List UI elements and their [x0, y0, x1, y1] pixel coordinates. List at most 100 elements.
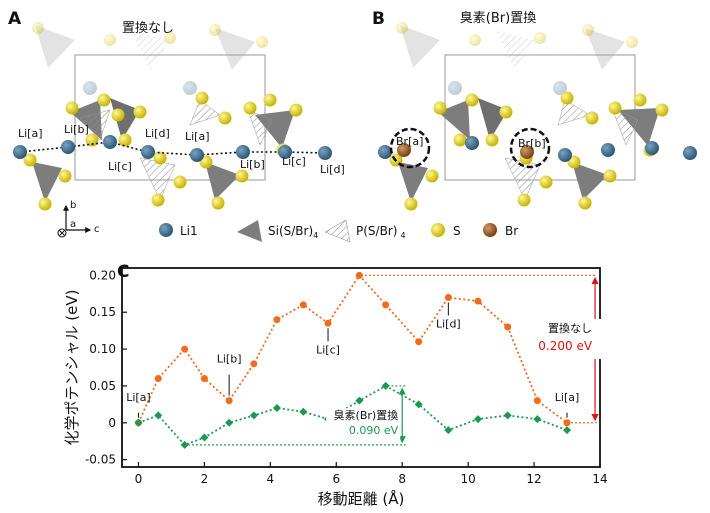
y-axis-title: 化学ポテンシャル (eV) — [63, 290, 81, 446]
s-atom-faded — [209, 24, 221, 36]
p-tetrahedron — [79, 109, 111, 141]
li-atom-faded — [448, 81, 462, 95]
br-label-b: Br[b] — [518, 137, 546, 150]
legend-s-label: S — [453, 224, 461, 238]
axis-b-label: b — [70, 200, 76, 211]
s-atom — [289, 103, 303, 117]
s-atom — [585, 111, 599, 125]
s-atom — [539, 175, 553, 189]
tetrahedron-faded — [585, 28, 625, 70]
annotation-li-b: Li[b] — [217, 353, 242, 366]
x-axis-title: 移動距離 (Å) — [318, 489, 405, 508]
s-atom — [485, 133, 499, 147]
tetrahedron-faded — [215, 28, 255, 70]
annotation-li-a-end: Li[a] — [555, 391, 580, 404]
x-tick-label: 0 — [135, 472, 143, 486]
legend-br-label: Br — [505, 224, 518, 238]
p-tetrahedron — [189, 99, 221, 126]
data-point-no-substitution — [415, 338, 423, 346]
s-atom — [263, 93, 277, 107]
barrier-label-no-substitution: 置換なし — [548, 322, 592, 335]
li-atom — [13, 145, 27, 159]
data-point-no-substitution — [299, 301, 307, 309]
li-atoms — [13, 135, 332, 162]
data-point-no-substitution — [355, 271, 363, 279]
panel-b-title: 臭素(Br)置換 — [460, 11, 536, 26]
s-atom — [133, 105, 147, 119]
s-atom-faded — [469, 34, 481, 46]
annotation-li-d: Li[d] — [436, 317, 461, 330]
s-atom — [97, 93, 111, 107]
s-atom — [453, 133, 467, 147]
s-atom-faded — [256, 36, 268, 48]
br-atom — [397, 143, 411, 157]
unit-cell-box — [74, 54, 266, 181]
y-tick-label: 0.20 — [89, 268, 116, 282]
y-tick-label: 0.10 — [89, 342, 116, 356]
s-atom — [111, 108, 125, 122]
li-atom — [465, 136, 479, 150]
data-point-no-substitution — [250, 360, 258, 368]
s-atom — [404, 197, 418, 211]
panel-c-letter: C — [117, 262, 129, 282]
li-atom — [190, 148, 204, 162]
legend-si-swatch — [237, 220, 262, 242]
si-tetrahedron — [32, 162, 62, 202]
s-atom — [655, 103, 669, 117]
x-tick-label: 6 — [332, 472, 340, 486]
data-point-br-substitution — [414, 400, 423, 409]
li-label-c: Li[c] — [108, 160, 132, 173]
data-point-br-substitution — [299, 407, 308, 416]
legend-br-swatch — [483, 223, 497, 237]
s-atom — [38, 197, 52, 211]
li-atom — [558, 148, 572, 162]
data-point-no-substitution — [273, 316, 281, 324]
s-atom — [23, 153, 37, 167]
data-point-no-substitution — [504, 323, 512, 331]
li-atom — [61, 140, 75, 154]
s-atom — [243, 101, 257, 115]
legend-p-label: P(S/Br) 4 — [356, 224, 406, 240]
plot-frame — [121, 267, 601, 468]
si-tetrahedron — [110, 98, 140, 140]
unit-cell-box — [444, 54, 636, 181]
x-tick-label: 2 — [201, 472, 209, 486]
p-tetrahedron — [557, 99, 591, 126]
data-point-br-substitution — [474, 415, 483, 424]
s-atom — [578, 196, 592, 210]
br-highlight-circle — [389, 127, 431, 169]
li-atom-faded — [553, 81, 567, 95]
li-atom-faded — [83, 81, 97, 95]
y-tick-label: -0.05 — [85, 453, 116, 467]
panel-c: C 0 2 4 6 8 10 12 14 -0.05 0 0.05 0.10 0.15 0.20 移動距離 … — [63, 262, 608, 508]
br-atom — [520, 145, 534, 159]
si-tetrahedron — [572, 162, 608, 200]
li-label-a2: Li[a] — [185, 130, 210, 143]
li-atom — [318, 146, 332, 160]
s-atom — [65, 101, 79, 115]
data-point-br-substitution — [444, 426, 453, 435]
data-point-br-substitution — [154, 411, 163, 420]
si-tetrahedron — [478, 98, 508, 140]
s-atom — [173, 175, 187, 189]
data-point-no-substitution — [200, 375, 208, 383]
s-atom-faded — [104, 34, 116, 46]
li-atom — [103, 135, 117, 149]
panel-a-letter: A — [8, 9, 22, 29]
s-atom — [211, 196, 225, 210]
s-atom — [153, 151, 167, 165]
barrier-value-no-substitution: 0.200 eV — [538, 339, 593, 353]
s-atom-faded — [534, 32, 546, 44]
axes-icon: b a c — [57, 200, 100, 238]
s-atom — [235, 169, 249, 183]
data-point-br-substitution — [180, 440, 189, 449]
data-point-no-substitution — [154, 375, 162, 383]
series-line-no-substitution — [137, 273, 568, 424]
data-point-br-substitution — [503, 411, 512, 420]
data-point-no-substitution — [533, 397, 541, 405]
s-atom — [425, 169, 439, 183]
si-tetrahedron — [398, 162, 428, 202]
x-tick-label: 14 — [592, 472, 607, 486]
barrier-label-br-substitution: 臭素(Br)置換 — [334, 408, 399, 422]
s-atom — [560, 91, 574, 105]
